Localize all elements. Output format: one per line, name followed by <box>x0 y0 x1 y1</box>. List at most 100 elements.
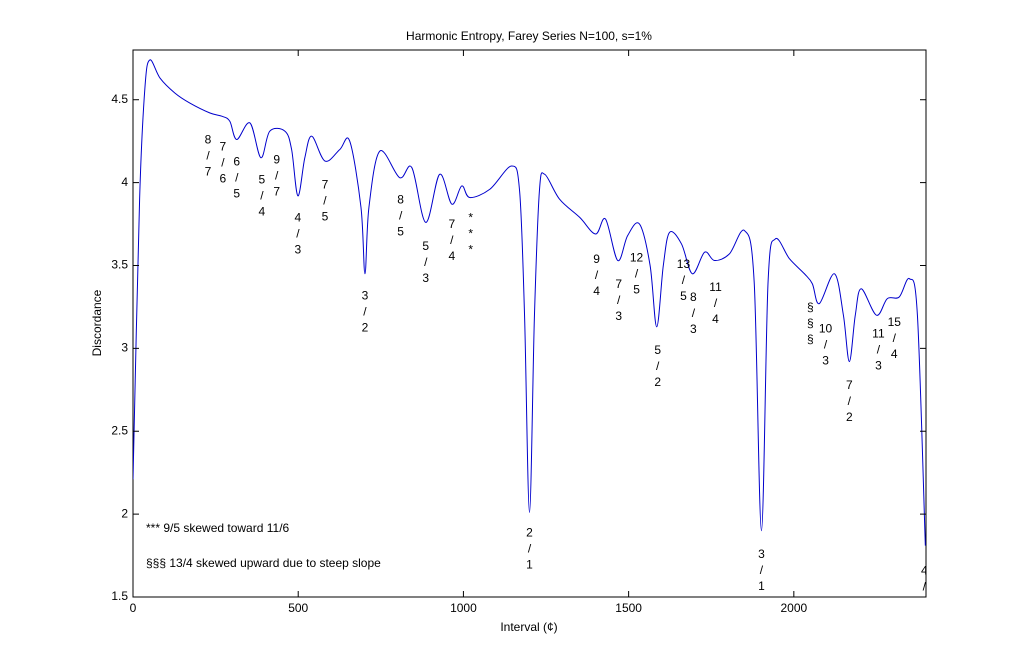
x-tick-label: 1000 <box>450 601 477 615</box>
ratio-label: / <box>363 305 367 319</box>
y-tick-label: 2.5 <box>111 423 128 437</box>
ratio-label: 3 <box>615 309 622 323</box>
ratio-label: / <box>528 542 532 556</box>
ratio-label: 4 <box>449 249 456 263</box>
ratio-label: * <box>468 243 473 257</box>
y-tick-label: 2 <box>121 506 128 520</box>
ratio-label: / <box>399 208 403 222</box>
ratio-label: 12 <box>630 250 644 264</box>
x-tick-label: 1500 <box>615 601 642 615</box>
ratio-label: / <box>692 306 696 320</box>
y-axis-label: Discordance <box>90 289 104 356</box>
ratio-label: 3 <box>422 271 429 285</box>
ratio-label: 7 <box>615 277 622 291</box>
ratio-label: / <box>848 394 852 408</box>
ratio-label: 3 <box>875 359 882 373</box>
ratio-label: * <box>468 211 473 225</box>
ratio-label: 5 <box>422 239 429 253</box>
ratio-label: * <box>468 227 473 241</box>
ratio-label: 3 <box>362 289 369 303</box>
ratio-label: / <box>760 563 764 577</box>
data-line <box>133 59 926 546</box>
ratio-label: 7 <box>205 165 212 179</box>
ratio-label: / <box>714 296 718 310</box>
ratio-label: / <box>824 338 828 352</box>
ratio-label: / <box>923 580 927 594</box>
ratio-label: 5 <box>259 172 266 186</box>
ratio-label: 3 <box>758 547 765 561</box>
ratio-label: 9 <box>273 153 280 167</box>
ratio-label: / <box>235 170 239 184</box>
ratio-label: § <box>807 300 814 314</box>
ratio-label: 15 <box>888 315 902 329</box>
note: *** 9/5 skewed toward 11/6 <box>146 521 290 535</box>
ratio-label: / <box>323 193 327 207</box>
ratio-label: / <box>635 266 639 280</box>
y-tick-label: 3.5 <box>111 258 128 272</box>
ratio-label: / <box>275 169 279 183</box>
ratio-label: / <box>296 227 300 241</box>
ratio-label: 3 <box>690 322 697 336</box>
plot-area <box>132 49 927 598</box>
ratio-label: 2 <box>846 410 853 424</box>
ratio-label: 6 <box>233 154 240 168</box>
plot-content: 8/77/66/55/49/74/37/53/28/55/37/4***2/19… <box>133 59 928 610</box>
ratio-label: § <box>807 316 814 330</box>
ratio-label: / <box>260 188 264 202</box>
ratio-label: § <box>807 332 814 346</box>
y-tick-label: 4 <box>121 175 128 189</box>
note: §§§ 13/4 skewed upward due to steep slop… <box>146 556 381 570</box>
ratio-label: 2 <box>654 375 661 389</box>
ratio-label: / <box>221 155 225 169</box>
ratio-label: 5 <box>233 186 240 200</box>
ratio-label: 5 <box>680 289 687 303</box>
ratio-label: 2 <box>362 321 369 335</box>
ratio-label: 3 <box>822 354 829 368</box>
y-tick-label: 4.5 <box>111 92 128 106</box>
ratio-label: 4 <box>712 312 719 326</box>
ratio-label: 11 <box>709 280 722 294</box>
ratio-label: 5 <box>654 343 661 357</box>
ratio-label: 7 <box>846 378 853 392</box>
ratio-label: 8 <box>205 133 212 147</box>
ratio-label: 10 <box>819 322 833 336</box>
ratio-label: 1 <box>526 558 533 572</box>
ratio-label: 6 <box>220 171 227 185</box>
ratio-label: / <box>682 273 686 287</box>
x-tick-label: 500 <box>288 601 308 615</box>
x-tick-label: 2000 <box>780 601 807 615</box>
ratio-label: 7 <box>273 185 280 199</box>
ratio-label: 4 <box>259 204 266 218</box>
ratio-label: 5 <box>633 282 640 296</box>
ratio-label: 1 <box>758 579 765 593</box>
ratio-label: 7 <box>322 177 329 191</box>
ratio-label: / <box>424 255 428 269</box>
ratio-label: 1 <box>921 596 928 610</box>
ratio-label: / <box>617 293 621 307</box>
y-tick-label: 3 <box>121 341 128 355</box>
ratio-label: 4 <box>921 564 928 578</box>
ratio-label: / <box>450 233 454 247</box>
chart-title: Harmonic Entropy, Farey Series N=100, s=… <box>406 29 652 43</box>
x-tick-label: 0 <box>130 601 137 615</box>
y-tick-label: 1.5 <box>111 589 128 603</box>
ratio-label: 2 <box>526 526 533 540</box>
ratio-label: / <box>206 149 210 163</box>
ratio-label: 11 <box>872 327 885 341</box>
ratio-label: 8 <box>397 192 404 206</box>
ratio-label: / <box>877 343 881 357</box>
ratio-label: / <box>656 359 660 373</box>
ratio-label: 4 <box>891 347 898 361</box>
x-axis-label: Interval (¢) <box>500 620 557 634</box>
ratio-label: 3 <box>295 243 302 257</box>
ratio-label: 13 <box>677 257 691 271</box>
ratio-label: 7 <box>220 139 227 153</box>
ratio-label: 7 <box>449 217 456 231</box>
ratio-label: / <box>893 331 897 345</box>
ratio-label: 4 <box>593 284 600 298</box>
ratio-label: 5 <box>397 224 404 238</box>
ratio-label: 9 <box>593 252 600 266</box>
ratio-label: 8 <box>690 290 697 304</box>
ratio-label: 5 <box>322 209 329 223</box>
